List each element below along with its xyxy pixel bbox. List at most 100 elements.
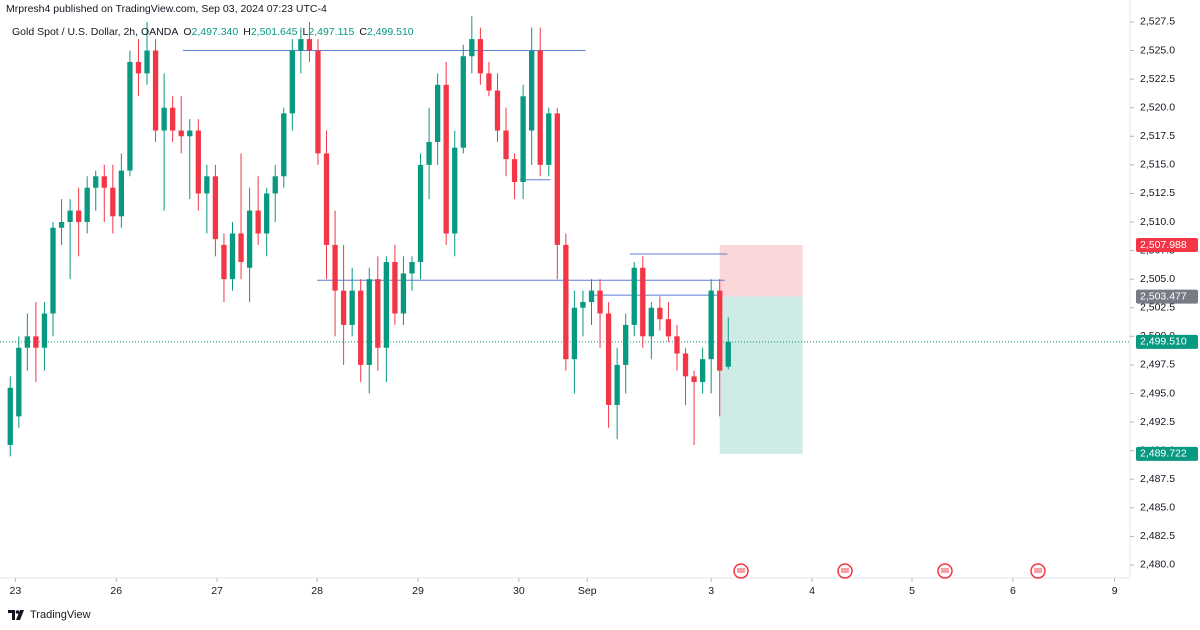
ohlc-item: C2,499.510: [359, 26, 413, 38]
ohlc-item: O2,497.340: [183, 26, 238, 38]
candle-body: [546, 113, 552, 165]
candle-body: [110, 187, 116, 217]
candle-body: [588, 290, 595, 303]
candle-body: [101, 176, 107, 188]
candle-body: [623, 324, 629, 365]
x-tick-label: 6: [1010, 585, 1016, 597]
candle-body: [323, 153, 330, 245]
candle-body: [315, 50, 321, 154]
candle-body: [409, 262, 415, 274]
candle-body: [614, 364, 620, 405]
target-zone: [719, 296, 803, 454]
candle-body: [238, 233, 244, 263]
publisher-line: Mrpresh4 published on TradingView.com, S…: [6, 3, 327, 15]
event-flag-stripe: [1034, 568, 1042, 573]
candle-body: [264, 193, 270, 234]
candle-body: [349, 290, 355, 325]
y-tick-label: 2,502.5: [1140, 302, 1175, 314]
x-tick-label: 28: [311, 585, 323, 597]
y-tick-label: 2,480.0: [1140, 559, 1175, 571]
entry-tag-bg: [1136, 289, 1198, 304]
candle-body: [452, 147, 458, 234]
y-tick-label: 2,497.5: [1140, 359, 1175, 371]
candle-body: [58, 222, 65, 228]
candle-body: [400, 273, 407, 314]
candle-body: [580, 302, 586, 308]
candle-body: [298, 39, 304, 51]
brand: TradingView: [30, 609, 91, 621]
brand-logo: [8, 610, 24, 620]
y-tick-label: 2,482.5: [1140, 530, 1175, 542]
candle-body: [417, 164, 424, 263]
candle-body: [691, 376, 697, 383]
candle-body: [24, 336, 31, 348]
candle-body: [16, 347, 22, 417]
event-flag-stripe: [737, 568, 745, 573]
event-flag-stripe: [941, 568, 949, 573]
candle-body: [93, 176, 99, 188]
x-tick-label: 3: [708, 585, 714, 597]
candle-body: [195, 130, 201, 194]
candle-body: [212, 176, 219, 240]
candle-body: [682, 353, 689, 377]
x-tick-label: 26: [110, 585, 122, 597]
candle-body: [605, 313, 612, 405]
ohlc-item: H2,501.645: [243, 26, 297, 38]
ohlc-value: 2,497.115: [308, 26, 355, 38]
entry-tag: 2,503.477: [1140, 290, 1187, 302]
candle-body: [725, 341, 731, 367]
candle-body: [554, 113, 560, 245]
candle-body: [640, 267, 646, 337]
candle-body: [648, 307, 654, 337]
candle-body: [75, 210, 82, 223]
target-tag: 2,489.722: [1140, 448, 1187, 460]
candle-body: [161, 107, 167, 131]
footer: TradingView: [8, 609, 91, 621]
ohlc-value: 2,497.340: [191, 26, 239, 38]
candle-body: [563, 244, 569, 360]
candle-body: [41, 313, 48, 348]
x-tick-label: 9: [1112, 585, 1118, 597]
candle-body: [187, 130, 193, 137]
candle-body: [477, 39, 484, 74]
candle-body: [118, 170, 125, 217]
ohlc-key: L: [302, 26, 309, 38]
candle-body: [717, 290, 723, 371]
y-tick-label: 2,505.0: [1140, 273, 1175, 285]
candle-body: [529, 50, 535, 131]
candle-body: [657, 307, 663, 320]
y-tick-label: 2,527.5: [1140, 16, 1175, 28]
candle-body: [699, 359, 706, 383]
y-tick-label: 2,512.5: [1140, 187, 1175, 199]
candle-body: [443, 84, 449, 234]
y-tick-label: 2,522.5: [1140, 73, 1175, 85]
x-tick-label: Sep: [578, 585, 597, 597]
candle-body: [144, 50, 150, 74]
candle-body: [332, 244, 338, 291]
candle-body: [33, 336, 39, 348]
target-tag-bg: [1136, 446, 1198, 461]
candle-body: [665, 319, 672, 337]
y-tick-label: 2,515.0: [1140, 159, 1175, 171]
x-tick-label: 23: [10, 585, 22, 597]
candle-body: [340, 290, 347, 325]
candle-body: [135, 61, 142, 74]
candle-body: [460, 56, 466, 148]
candle-body: [511, 159, 518, 182]
last-price-tag: 2,499.510: [1140, 336, 1187, 348]
y-tick-label: 2,495.0: [1140, 387, 1175, 399]
x-tick-label: 29: [412, 585, 424, 597]
ohlc-value: 2,499.510: [366, 26, 414, 38]
candle-body: [204, 176, 210, 194]
candle-body: [7, 387, 13, 445]
symbol: Gold Spot / U.S. Dollar, 2h, OANDA: [12, 26, 179, 38]
candle-body: [366, 279, 372, 365]
candle-body: [170, 107, 176, 131]
event-flag-stripe: [841, 568, 849, 573]
candle-body: [306, 39, 313, 51]
candle-body: [708, 290, 714, 360]
candle-body: [84, 187, 90, 223]
candle-body: [494, 90, 501, 131]
candle-body: [281, 113, 287, 177]
